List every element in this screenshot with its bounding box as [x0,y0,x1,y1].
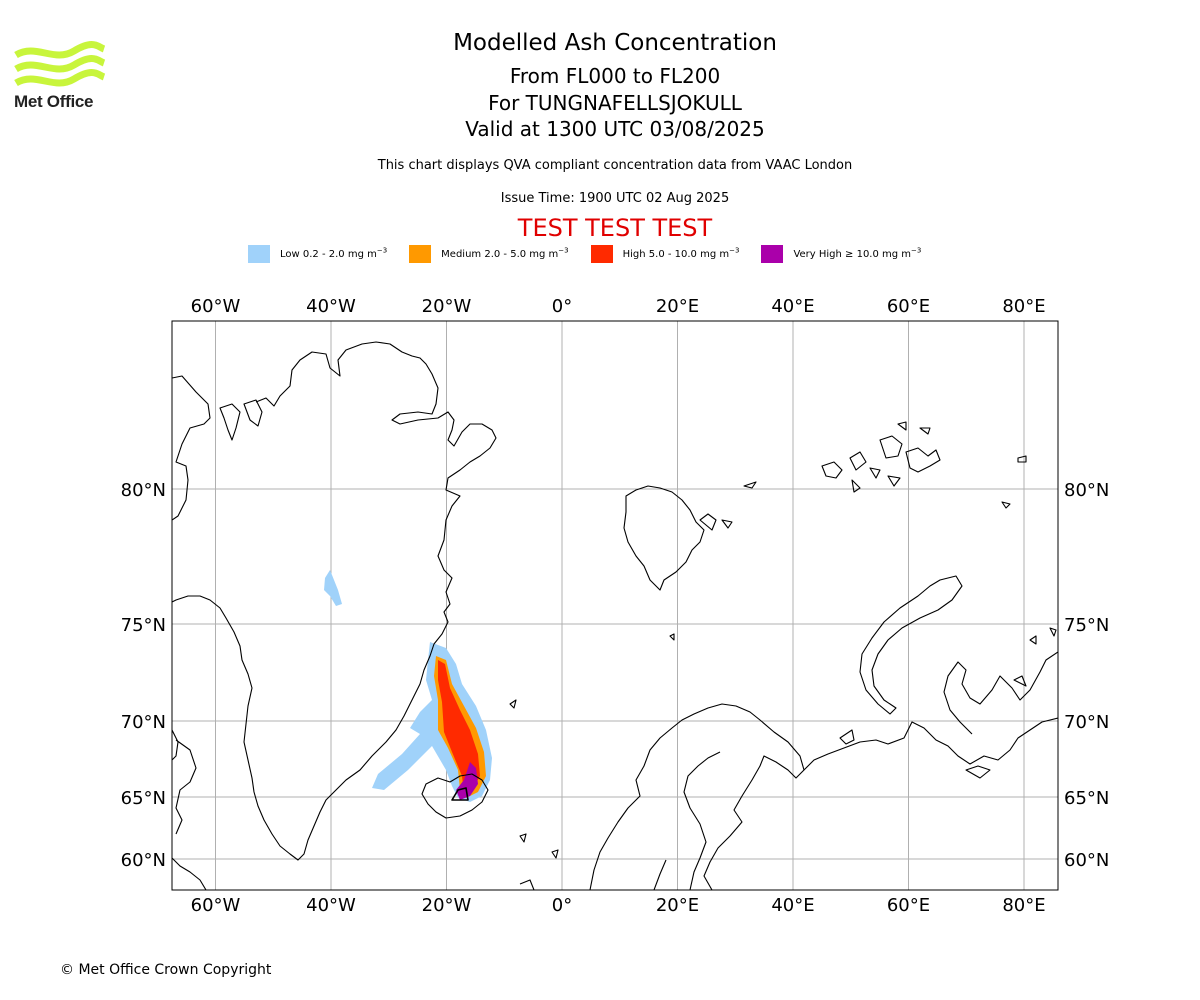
longitude-tick-label-bottom: 20°E [656,895,699,916]
greenland-coastline [172,341,497,861]
latitude-tick-label-left: 60°N [121,850,166,871]
longitude-tick-label-bottom: 60°E [887,895,930,916]
legend-label: Medium 2.0 - 5.0 mg m−3 [441,246,569,260]
flight-levels: From FL000 to FL200 [509,64,721,88]
scandinavia-coastline [589,703,805,890]
longitude-tick-label-top: 60°W [191,296,241,317]
latitude-tick-label-left: 75°N [121,615,166,636]
novaya-zemlya-coastline [859,575,963,715]
franz-josef-land-coastline [821,421,941,493]
legend-item: High 5.0 - 10.0 mg m−3 [590,245,740,263]
latitude-tick-label-left: 65°N [121,788,166,809]
longitude-tick-label-bottom: 20°W [422,895,472,916]
longitude-tick-label-top: 80°E [1002,296,1045,317]
longitude-tick-label-bottom: 80°E [1002,895,1045,916]
longitude-tick-label-bottom: 40°E [771,895,814,916]
legend-label: Low 0.2 - 2.0 mg m−3 [280,246,388,260]
copyright-notice: © Met Office Crown Copyright [60,962,272,978]
longitude-tick-label-top: 0° [552,296,572,317]
iceland-coastline [421,773,489,819]
longitude-tick-label-top: 20°W [422,296,472,317]
legend-swatch [761,245,784,263]
legend-item: Very High ≥ 10.0 mg m−3 [761,245,921,263]
longitude-tick-label-top: 40°W [306,296,356,317]
met-office-logo-icon [14,41,106,87]
legend-swatch [248,245,270,263]
valid-time: Valid at 1300 UTC 03/08/2025 [465,117,765,141]
svalbard-coastline [623,485,705,591]
test-banner: TEST TEST TEST [517,214,713,242]
longitude-tick-label-bottom: 60°W [191,895,241,916]
map-gridlines [172,321,1058,890]
longitude-tick-label-bottom: 40°W [306,895,356,916]
legend-label: Very High ≥ 10.0 mg m−3 [793,246,922,260]
latitude-tick-label-left: 70°N [121,712,166,733]
longitude-tick-label-top: 20°E [656,296,699,317]
latitude-tick-label-right: 60°N [1064,850,1109,871]
longitude-tick-label-top: 60°E [887,296,930,317]
legend-unit-exponent: −3 [558,246,569,255]
legend-unit-exponent: −3 [911,246,922,255]
legend-swatch [590,245,613,263]
legend-unit-exponent: −3 [729,246,740,255]
legend: Low 0.2 - 2.0 mg m−3 Medium 2.0 - 5.0 mg … [248,244,943,264]
legend-item: Medium 2.0 - 5.0 mg m−3 [409,245,569,263]
ash-very-high-region [456,762,478,800]
volcano-name: For TUNGNAFELLSJOKULL [488,91,742,115]
chart-title: Modelled Ash Concentration [453,30,777,56]
legend-unit-exponent: −3 [376,246,388,255]
latitude-tick-label-right: 80°N [1064,480,1109,501]
legend-item: Low 0.2 - 2.0 mg m−3 [248,245,387,263]
map-tick-labels: 60°W 60°W 40°W 40°W 20°W 20°W 0° 0° 20°E 20°E 40°E… [121,296,1110,916]
latitude-tick-label-right: 70°N [1064,712,1109,733]
met-office-logo-text: Met Office [14,92,94,111]
ash-high-region [438,660,480,794]
latitude-tick-label-right: 75°N [1064,615,1109,636]
chart-subtitle: This chart displays QVA compliant concen… [377,158,853,173]
legend-swatch [409,245,432,263]
map-frame [171,320,1059,891]
latitude-tick-label-right: 65°N [1064,788,1109,809]
tungnafellsjokull-marker [451,787,469,801]
coastlines [172,341,1058,890]
legend-label: High 5.0 - 10.0 mg m−3 [622,246,740,260]
longitude-tick-label-bottom: 0° [552,895,572,916]
issue-time: Issue Time: 1900 UTC 02 Aug 2025 [500,191,730,206]
latitude-tick-label-left: 80°N [121,480,166,501]
longitude-tick-label-top: 40°E [771,296,814,317]
ash-low-fragment [324,570,342,606]
